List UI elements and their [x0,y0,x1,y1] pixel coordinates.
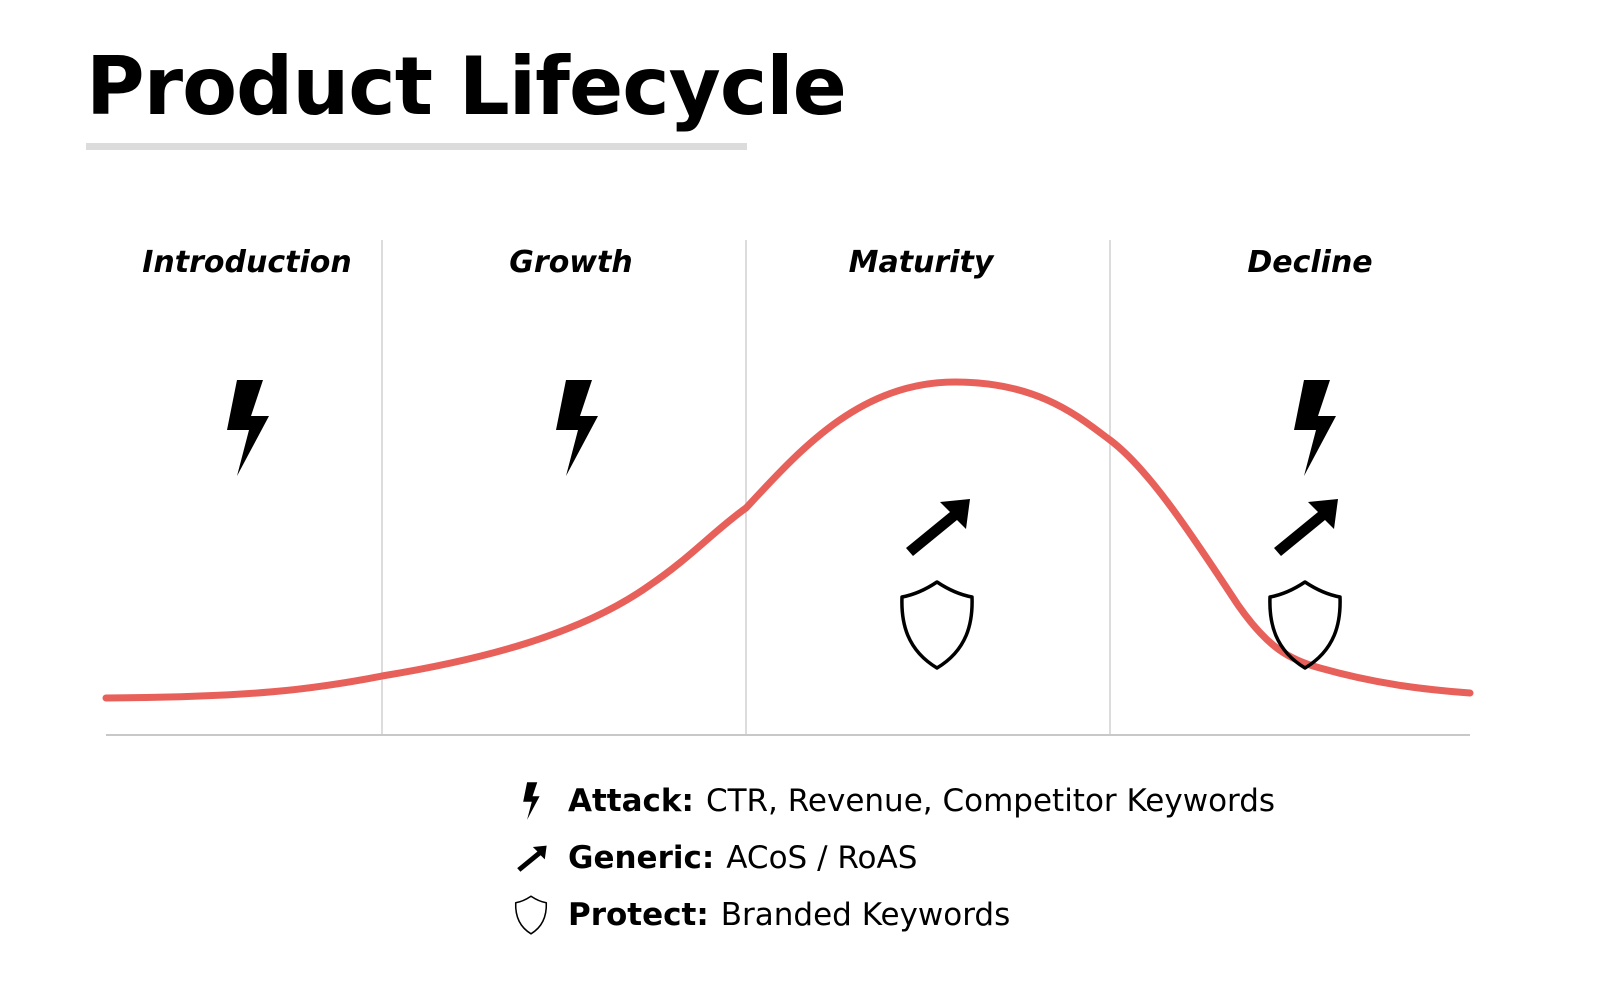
shield-icon [1268,580,1342,670]
phase-label-introduction: Introduction [142,245,352,280]
legend-item-protect: Protect: Branded Keywords [508,886,1275,943]
legend-value: CTR, Revenue, Competitor Keywords [705,782,1276,819]
phase-label-maturity: Maturity [848,245,994,280]
phase-label-growth: Growth [509,245,633,280]
arrow-up-right-icon [1274,499,1338,556]
shield-icon [508,892,554,938]
legend-value: ACoS / RoAS [726,839,918,876]
legend: Attack: CTR, Revenue, Competitor Keyword… [508,772,1275,943]
arrow-up-right-icon [508,835,554,881]
legend-item-attack: Attack: CTR, Revenue, Competitor Keyword… [508,772,1275,829]
legend-key: Protect: [568,896,709,933]
title-underline [86,143,747,150]
arrow-up-right-icon [906,499,970,556]
lifecycle-curve [102,378,1474,702]
legend-key: Generic: [568,839,715,876]
lightning-icon [556,380,598,476]
shield-icon [900,580,974,670]
page-title: Product Lifecycle [86,40,847,133]
lightning-icon [508,778,554,824]
lightning-icon [1294,380,1336,476]
lightning-icon [227,380,269,476]
legend-item-generic: Generic: ACoS / RoAS [508,829,1275,886]
legend-value: Branded Keywords [720,896,1011,933]
legend-key: Attack: [568,782,694,819]
phase-icons [227,380,1342,670]
phase-label-decline: Decline [1247,245,1373,280]
